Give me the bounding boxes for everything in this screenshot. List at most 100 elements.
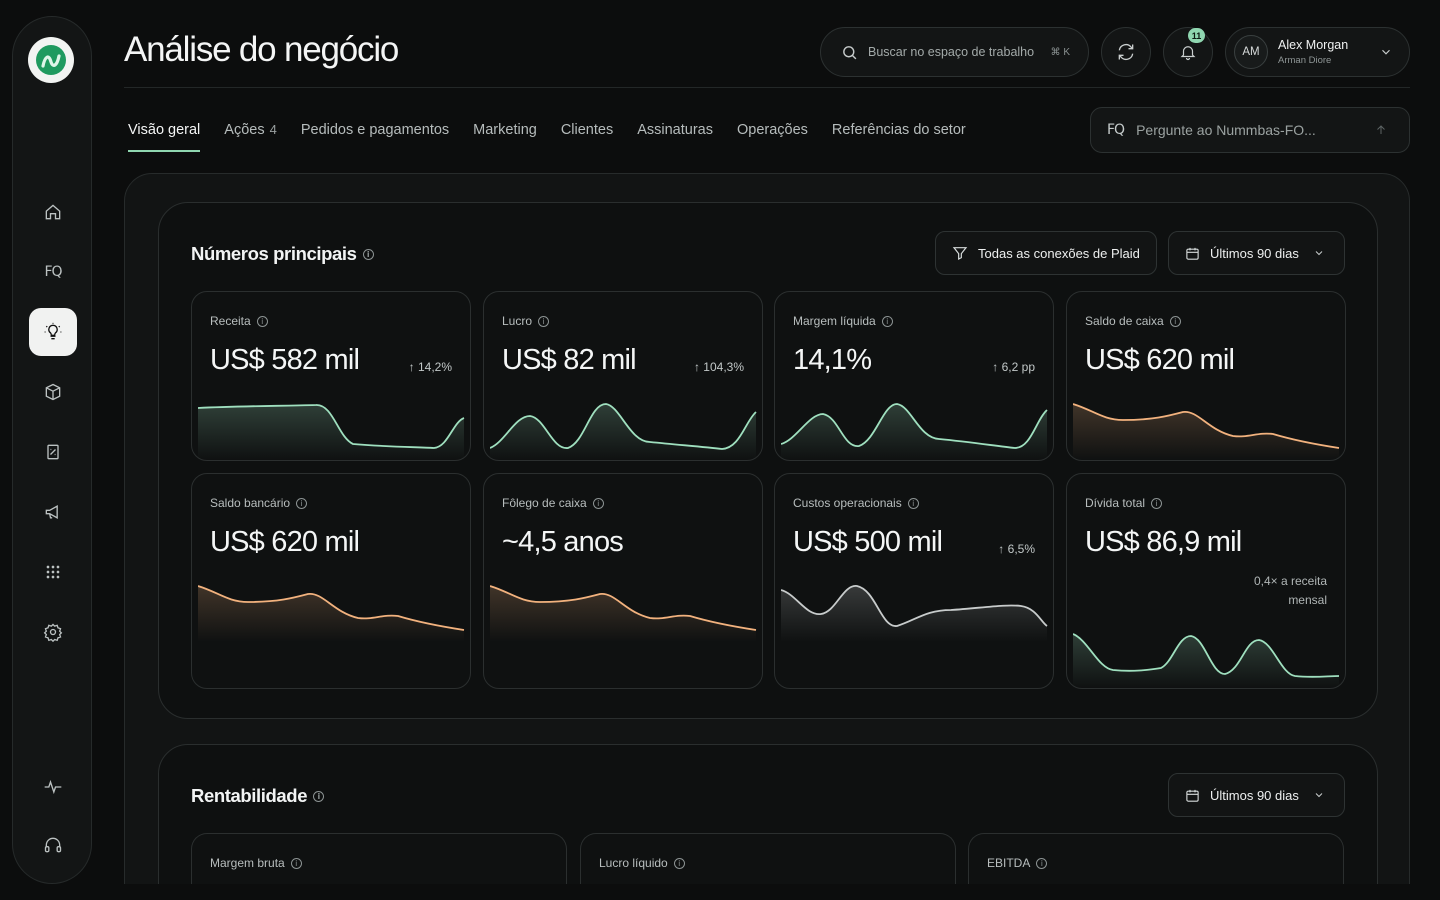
- arrow-up-icon: [1377, 125, 1385, 134]
- bottom-edge: [0, 884, 1440, 900]
- tab-industry-benchmarks[interactable]: Referências do setor: [832, 122, 966, 152]
- metric-card-net-margin[interactable]: Margem líquida i 14,1% ↑ 6,2 pp: [774, 291, 1054, 461]
- workspace-search[interactable]: Buscar no espaço de trabalho ⌘ K: [820, 27, 1089, 77]
- metric-value: US$ 582 mil: [210, 344, 360, 376]
- tab-operations[interactable]: Operações: [737, 122, 808, 152]
- search-placeholder: Buscar no espaço de trabalho: [868, 45, 1035, 59]
- tab-overview[interactable]: Visão geral: [128, 122, 201, 152]
- sidebar-item-home[interactable]: [29, 188, 77, 236]
- info-icon[interactable]: i: [881, 315, 893, 327]
- revenue-sparkline: [198, 404, 465, 460]
- metric-card-total-debt[interactable]: Dívida total i US$ 86,9 mil 0,4× a receit…: [1066, 473, 1346, 689]
- sidebar-item-reports[interactable]: [29, 428, 77, 476]
- metric-label-text: Saldo bancário: [210, 496, 291, 510]
- metric-card-revenue[interactable]: Receita i US$ 582 mil ↑ 14,2%: [191, 291, 471, 461]
- metric-label-text: Margem bruta: [210, 856, 285, 870]
- tab-label: Pedidos e pagamentos: [300, 122, 450, 138]
- section-title-text: Rentabilidade: [191, 785, 308, 806]
- user-menu[interactable]: AM Alex Morgan Arman Diore: [1225, 27, 1410, 77]
- sidebar-item-settings[interactable]: [29, 608, 77, 656]
- metric-value: US$ 620 mil: [1085, 344, 1235, 376]
- info-icon[interactable]: i: [592, 497, 604, 509]
- ask-assistant-input[interactable]: [1136, 122, 1355, 138]
- sparkline-line: [490, 585, 757, 631]
- tab-subscriptions[interactable]: Assinaturas: [637, 122, 713, 152]
- sidebar-item-support[interactable]: [29, 821, 77, 869]
- sparkline-area: [1073, 634, 1339, 688]
- metric-delta: ↑ 6,5%: [998, 542, 1035, 556]
- info-icon[interactable]: i: [1169, 315, 1181, 327]
- period-select[interactable]: Últimos 90 dias: [1168, 231, 1345, 275]
- info-icon[interactable]: i: [290, 857, 302, 869]
- sparkline-line: [1073, 633, 1340, 678]
- user-info: Alex Morgan Arman Diore: [1278, 38, 1369, 66]
- metric-card-operating-costs[interactable]: Custos operacionais i US$ 500 mil ↑ 6,5%: [774, 473, 1054, 689]
- info-icon[interactable]: i: [673, 857, 685, 869]
- sidebar-item-apps[interactable]: [29, 548, 77, 596]
- section-title-text: Números principais: [191, 243, 357, 264]
- metric-label-text: Fôlego de caixa: [502, 496, 587, 510]
- ask-assistant-box[interactable]: FQ: [1090, 107, 1410, 153]
- tab-customers[interactable]: Clientes: [561, 122, 613, 152]
- period-select[interactable]: Últimos 90 dias: [1168, 773, 1345, 817]
- metric-delta-value: 104,3%: [703, 360, 744, 374]
- cash-runway-sparkline: [490, 585, 757, 642]
- chevron-down-icon: [1315, 793, 1323, 798]
- sidebar-item-marketing[interactable]: [29, 488, 77, 536]
- info-icon[interactable]: i: [538, 315, 550, 327]
- sparkline-line: [198, 585, 465, 631]
- metric-note: 0,4× a receita mensal: [1253, 574, 1327, 607]
- metric-label: Margem bruta i: [210, 856, 302, 870]
- period-label: Últimos 90 dias: [1210, 245, 1299, 261]
- info-icon[interactable]: i: [313, 790, 325, 802]
- send-button[interactable]: [1367, 116, 1395, 144]
- tab-marketing[interactable]: Marketing: [473, 122, 537, 152]
- bank-balance-sparkline: [198, 585, 465, 642]
- tab-label: Clientes: [560, 122, 614, 138]
- metric-delta-value: 6,5%: [1007, 542, 1035, 556]
- sparkline-area: [781, 585, 1047, 642]
- tab-label: Marketing: [473, 122, 537, 138]
- metric-card-cash-balance[interactable]: Saldo de caixa i US$ 620 mil: [1066, 291, 1346, 461]
- info-icon[interactable]: i: [296, 497, 308, 509]
- metric-label: Saldo de caixa i: [1085, 314, 1181, 328]
- connection-filter-button[interactable]: Todas as conexões de Plaid: [935, 231, 1157, 275]
- metric-value: 14,1%: [793, 344, 872, 376]
- sidebar-item-insights[interactable]: [29, 308, 77, 356]
- calendar-icon: [1186, 247, 1199, 260]
- main-panel: Números principais i Todas as conexões d…: [124, 173, 1410, 900]
- sidebar-item-fq[interactable]: FQ: [29, 248, 77, 296]
- info-icon[interactable]: i: [907, 497, 919, 509]
- tab-label: Operações: [736, 122, 808, 138]
- info-icon[interactable]: i: [362, 248, 374, 260]
- sparkline-area: [1073, 404, 1339, 460]
- app-logo[interactable]: [28, 37, 74, 83]
- user-name: Alex Morgan: [1278, 38, 1349, 52]
- notifications-button[interactable]: 11: [1163, 27, 1213, 77]
- metric-label: Fôlego de caixa i: [502, 496, 604, 510]
- sparkline-area: [781, 404, 1047, 460]
- cash-balance-sparkline: [1073, 403, 1340, 460]
- info-icon[interactable]: i: [1036, 857, 1048, 869]
- box-icon: [45, 383, 61, 401]
- tab-orders-payments[interactable]: Pedidos e pagamentos: [301, 122, 449, 152]
- bell-icon: [1180, 46, 1196, 61]
- metric-label: Lucro i: [502, 314, 550, 328]
- metric-delta: ↑ 14,2%: [408, 360, 452, 374]
- sync-button[interactable]: [1101, 27, 1151, 77]
- sparkline-line: [781, 585, 1048, 627]
- metric-card-profit[interactable]: Lucro i US$ 82 mil ↑ 104,3%: [483, 291, 763, 461]
- metric-card-bank-balance[interactable]: Saldo bancário i US$ 620 mil: [191, 473, 471, 689]
- sidebar-item-activity[interactable]: [29, 763, 77, 811]
- metric-label-text: Lucro líquido: [599, 856, 668, 870]
- metric-delta: ↑ 6,2 pp: [992, 360, 1035, 374]
- info-icon[interactable]: i: [1151, 497, 1163, 509]
- sidebar-item-products[interactable]: [29, 368, 77, 416]
- metric-card-cash-runway[interactable]: Fôlego de caixa i ~4,5 anos: [483, 473, 763, 689]
- info-icon[interactable]: i: [256, 315, 268, 327]
- page-title: Análise do negócio: [124, 30, 399, 69]
- header-divider: [124, 87, 1410, 88]
- sparkline-area: [198, 586, 464, 642]
- tab-actions[interactable]: Ações 4: [224, 122, 277, 152]
- filter-icon: [952, 247, 968, 260]
